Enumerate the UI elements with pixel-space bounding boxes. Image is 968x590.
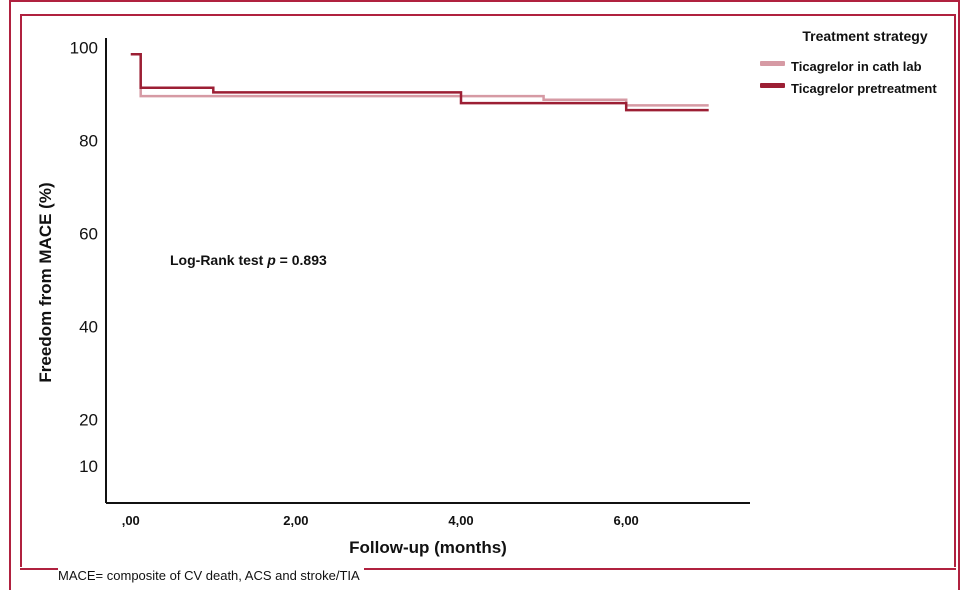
x-tick-label: 4,00 bbox=[448, 513, 473, 528]
x-tick-label: 2,00 bbox=[283, 513, 308, 528]
annotation-p-value: = 0.893 bbox=[275, 252, 327, 268]
legend-label-cath-lab: Ticagrelor in cath lab bbox=[791, 59, 922, 74]
annotation-p-symbol: p bbox=[267, 252, 276, 268]
outer-frame-left bbox=[9, 0, 11, 590]
series-line-cath-lab bbox=[130, 53, 709, 107]
y-tick-label: 40 bbox=[79, 317, 98, 336]
y-tick-label: 10 bbox=[79, 457, 98, 476]
x-tick-label: ,00 bbox=[122, 513, 140, 528]
legend-item-cath-lab: Ticagrelor in cath lab bbox=[760, 56, 950, 78]
legend-swatch-pretreatment bbox=[760, 83, 785, 88]
legend-label-pretreatment: Ticagrelor pretreatment bbox=[791, 81, 937, 96]
outer-frame-top bbox=[9, 0, 960, 2]
legend-title: Treatment strategy bbox=[802, 28, 928, 44]
series-line-pretreatment bbox=[130, 53, 709, 112]
y-tick-label: 60 bbox=[79, 224, 98, 243]
footnote: MACE= composite of CV death, ACS and str… bbox=[58, 568, 364, 583]
figure-box bbox=[20, 14, 956, 567]
x-tick-label: 6,00 bbox=[613, 513, 638, 528]
y-axis-label: Freedom from MACE (%) bbox=[36, 182, 55, 382]
x-axis-label: Follow-up (months) bbox=[349, 538, 507, 557]
annotation-prefix: Log-Rank test bbox=[170, 252, 268, 268]
y-tick-label: 100 bbox=[70, 38, 98, 57]
legend-swatch-cath-lab bbox=[760, 61, 785, 66]
legend: Treatment strategy Ticagrelor in cath la… bbox=[760, 26, 950, 100]
log-rank-annotation: Log-Rank test p = 0.893 bbox=[170, 252, 327, 268]
legend-item-pretreatment: Ticagrelor pretreatment bbox=[760, 78, 950, 100]
y-tick-label: 20 bbox=[79, 410, 98, 429]
figure-box-bottom bbox=[20, 568, 956, 570]
y-tick-label: 80 bbox=[79, 131, 98, 150]
outer-frame-right bbox=[958, 0, 960, 590]
